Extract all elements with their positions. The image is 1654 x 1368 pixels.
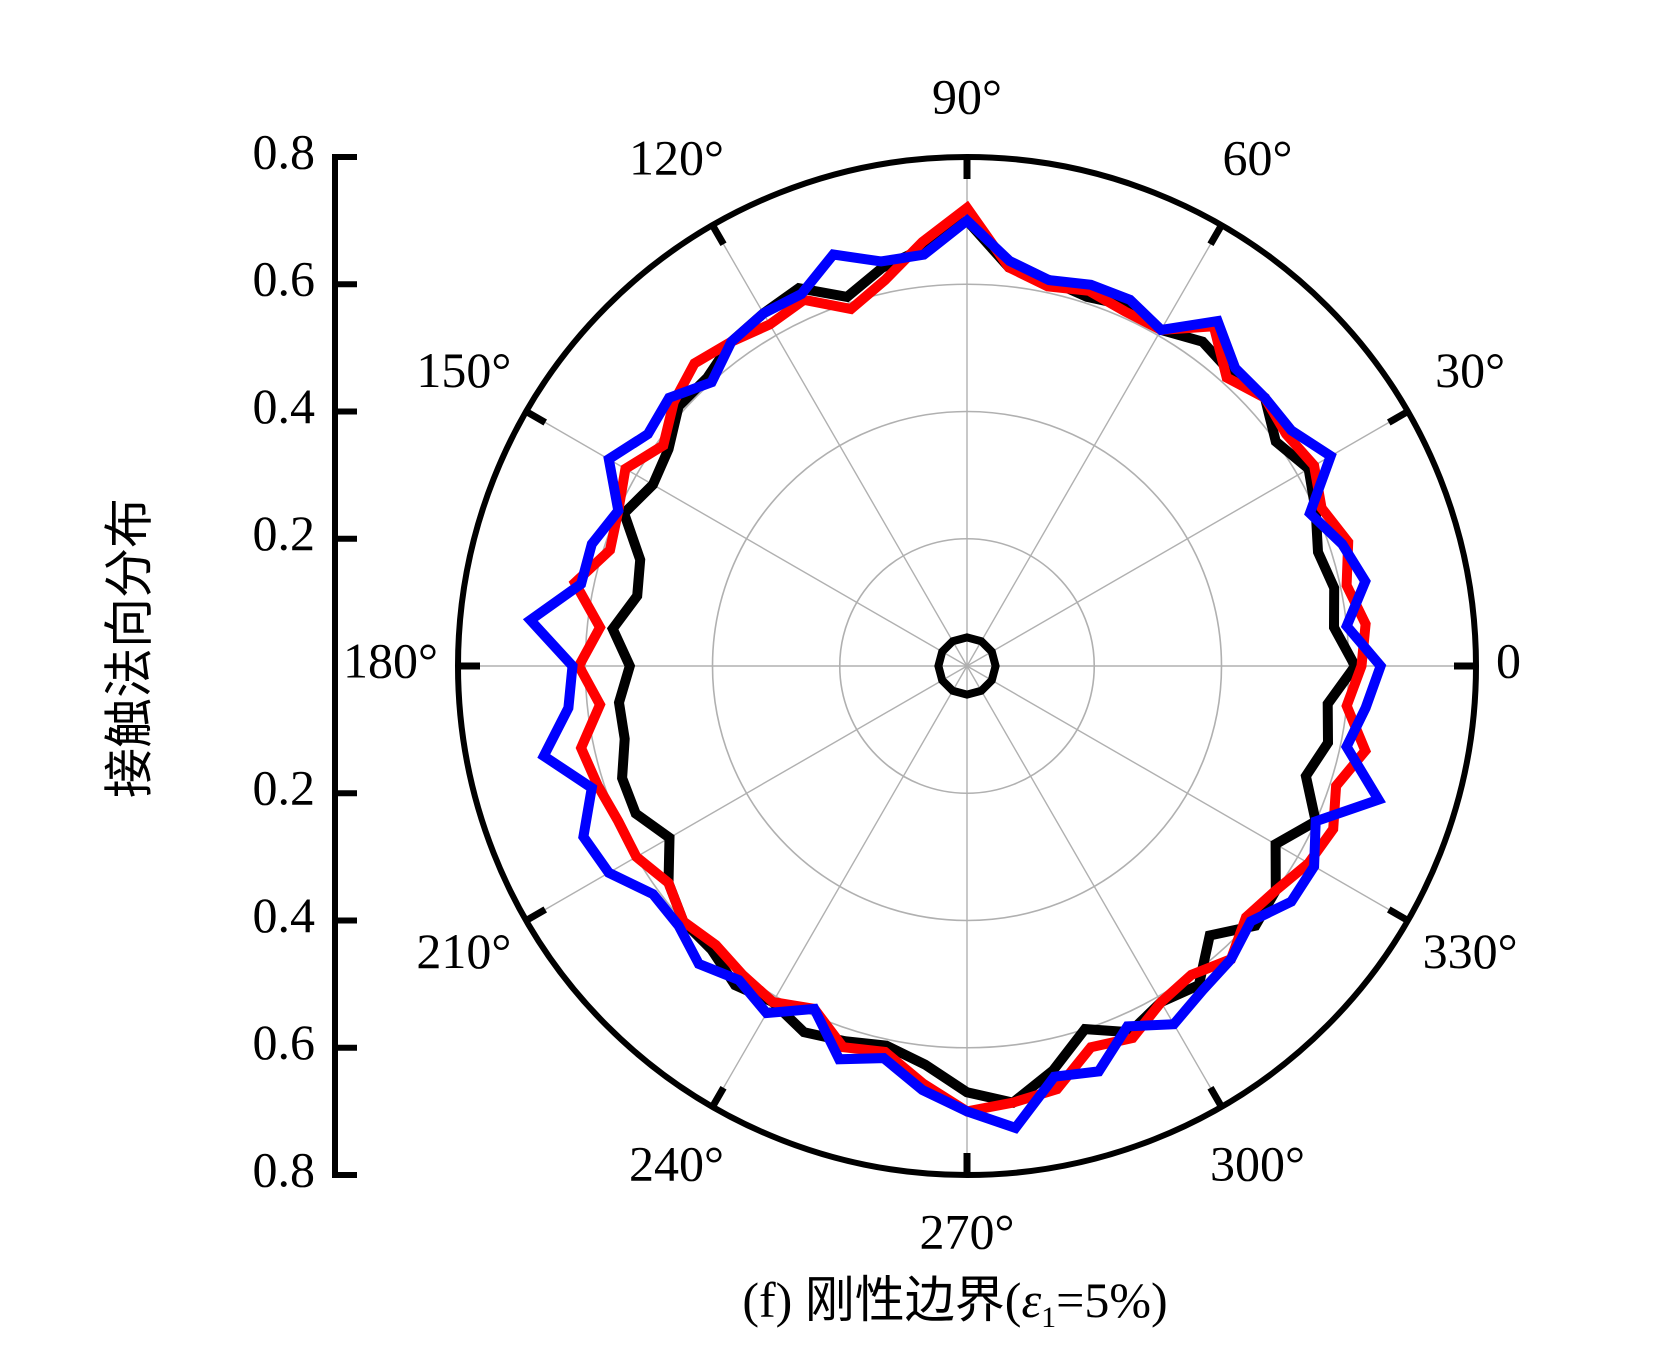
outer-circle-frame <box>455 154 1479 1178</box>
angle-tick-210 <box>524 906 547 924</box>
angle-tick-60 <box>1207 223 1225 246</box>
series-line-3 <box>934 633 1000 699</box>
angle-tick-300 <box>1207 1086 1225 1109</box>
spoke-330 <box>966 665 1409 922</box>
spoke-120 <box>711 224 968 667</box>
angle-label-150: 150° <box>416 342 511 398</box>
caption-epsilon: ε <box>1021 1272 1041 1328</box>
radial-tick-label-top: 0.8 <box>253 123 316 179</box>
spoke-150 <box>525 410 968 667</box>
angle-label-60: 60° <box>1223 129 1293 185</box>
spoke-210 <box>525 665 968 922</box>
series-lines <box>522 200 1387 1134</box>
radial-tick-label-top: 0.2 <box>253 505 316 561</box>
spoke-60 <box>966 224 1223 667</box>
angle-tick-30 <box>1387 408 1410 426</box>
chart-caption: (f) 刚性边界(ε1=5%) <box>742 1272 1167 1334</box>
angle-label-270: 270° <box>920 1203 1015 1259</box>
radial-tick-label-bottom: 0.8 <box>253 1141 316 1197</box>
caption-suffix: =5%) <box>1056 1272 1168 1328</box>
caption-prefix: (f) 刚性边界( <box>742 1272 1021 1328</box>
angle-tick-330 <box>1387 906 1410 924</box>
angular-spokes <box>458 157 1476 1175</box>
angle-labels: 0 30° 60° 90° 120° 150° 180° 210° 240° 270° 300° 33… <box>343 68 1521 1259</box>
angle-label-30: 30° <box>1435 342 1505 398</box>
angle-tick-150 <box>524 408 547 426</box>
spoke-240 <box>711 665 968 1108</box>
radial-tick-label-bottom: 0.4 <box>253 887 316 943</box>
angle-label-90: 90° <box>932 68 1002 124</box>
angle-label-0: 0 <box>1496 632 1521 688</box>
angle-label-300: 300° <box>1210 1136 1305 1192</box>
y-axis-label: 接触法向分布 <box>101 498 159 798</box>
angle-label-180: 180° <box>343 632 438 688</box>
angle-tick-240 <box>709 1086 727 1109</box>
angle-label-120: 120° <box>629 129 724 185</box>
spoke-300 <box>966 665 1223 1108</box>
caption-subscript: 1 <box>1041 1301 1056 1334</box>
radial-tick-label-bottom: 0.6 <box>253 1014 316 1070</box>
series-line-2 <box>522 213 1387 1134</box>
angle-label-240: 240° <box>629 1136 724 1192</box>
radial-axis: 0.8 0.8 0.6 0.6 0.4 0.4 0.2 0.2 <box>253 123 357 1197</box>
angle-label-330: 330° <box>1423 923 1518 979</box>
angle-label-210: 210° <box>416 923 511 979</box>
radial-tick-label-bottom: 0.2 <box>253 760 316 816</box>
radial-tick-label-top: 0.6 <box>253 251 316 307</box>
radial-tick-label-top: 0.4 <box>253 378 316 434</box>
angle-tick-120 <box>709 223 727 246</box>
